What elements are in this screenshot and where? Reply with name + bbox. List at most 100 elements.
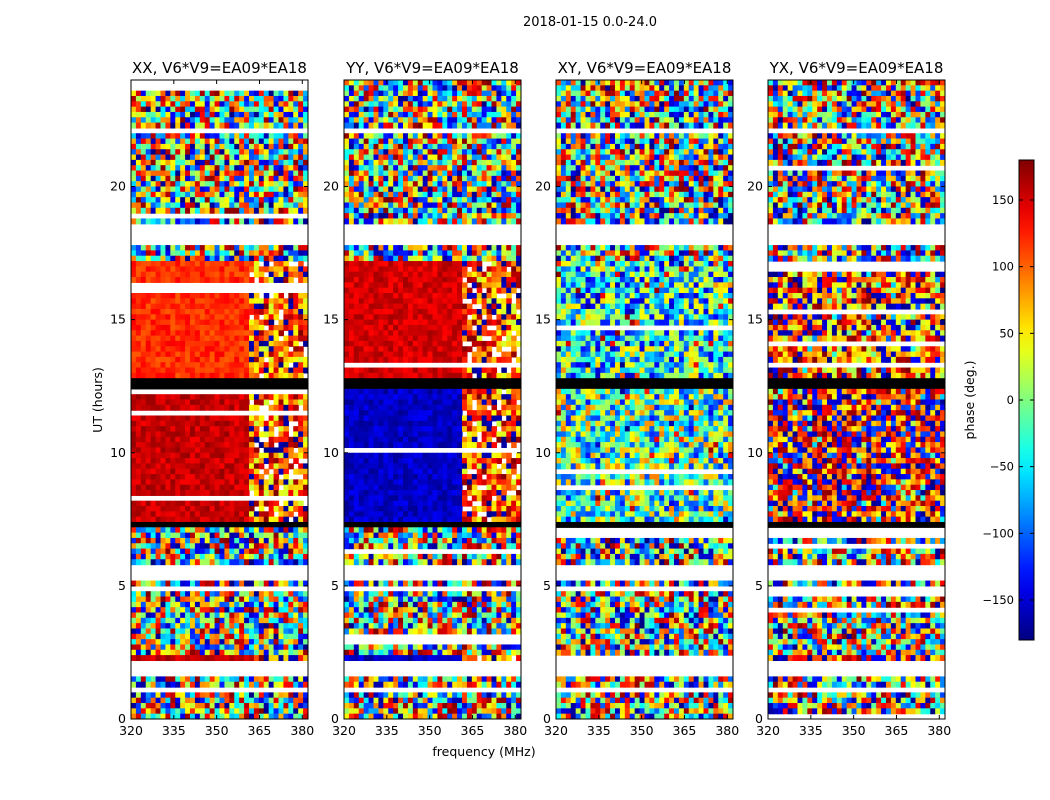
heatmap-cell (180, 537, 186, 544)
heatmap-cell (150, 532, 157, 539)
heatmap-cell (199, 191, 206, 198)
heatmap-cell (199, 117, 206, 124)
heatmap-cell (278, 154, 285, 161)
heatmap-cell (160, 149, 167, 156)
heatmap-cell (194, 633, 201, 640)
heatmap-cell (303, 143, 308, 150)
heatmap-cell (417, 122, 424, 129)
heatmap-cell (224, 676, 230, 683)
heatmap-cell (155, 165, 162, 172)
heatmap-cell (373, 293, 380, 299)
heatmap-cell (283, 106, 289, 113)
heatmap-cell (253, 149, 260, 156)
heatmap-cell (407, 181, 414, 188)
heatmap-cell (273, 500, 280, 507)
heatmap-cell (131, 420, 137, 427)
heatmap-cell (278, 181, 285, 188)
heatmap-cell (344, 213, 350, 220)
heatmap-cell (363, 202, 370, 209)
heatmap-cell (288, 506, 294, 512)
heatmap-cell (403, 277, 409, 283)
heatmap-cell (278, 676, 285, 683)
heatmap-cell (190, 351, 196, 358)
heatmap-cell (268, 186, 275, 193)
heatmap-cell (407, 282, 414, 289)
heatmap-cell (422, 181, 429, 188)
heatmap-cell (145, 261, 152, 267)
heatmap-cell (155, 639, 162, 646)
heatmap-cell (303, 250, 308, 257)
heatmap-cell (249, 404, 255, 411)
heatmap-cell (219, 601, 226, 608)
heatmap-cell (427, 154, 434, 161)
heatmap-cell (165, 442, 171, 449)
heatmap-cell (258, 697, 265, 704)
heatmap-cell (258, 617, 265, 624)
heatmap-cell (165, 165, 171, 172)
heatmap-cell (422, 293, 429, 299)
heatmap-cell (234, 308, 240, 315)
heatmap-cell (219, 543, 226, 550)
heatmap-cell (491, 261, 498, 267)
heatmap-cell (263, 372, 270, 379)
heatmap-cell (263, 319, 270, 326)
heatmap-cell (175, 655, 181, 662)
heatmap-cell (229, 367, 235, 374)
heatmap-cell (516, 213, 521, 220)
heatmap-cell (209, 500, 216, 507)
heatmap-cell (175, 516, 181, 523)
heatmap-cell (145, 697, 152, 704)
heatmap-cell (378, 85, 384, 92)
heatmap-cell (249, 697, 255, 704)
heatmap-cell (155, 266, 162, 273)
heatmap-cell (135, 655, 142, 662)
heatmap-cell (199, 601, 206, 608)
heatmap-cell (303, 506, 308, 512)
heatmap-cell (190, 394, 196, 401)
heatmap-cell (422, 308, 429, 315)
heatmap-cell (160, 697, 167, 704)
heatmap-cell (175, 175, 181, 182)
heatmap-cell (457, 197, 463, 204)
heatmap-cell (150, 122, 157, 129)
heatmap-cell (234, 676, 240, 683)
heatmap-cell (278, 159, 285, 166)
heatmap-cell (388, 175, 394, 182)
heatmap-cell (204, 207, 211, 214)
y-tick-label: 20 (110, 179, 126, 194)
heatmap-cell (145, 101, 152, 108)
heatmap-cell (258, 175, 265, 182)
heatmap-cell (293, 527, 299, 534)
heatmap-cell (466, 159, 473, 166)
heatmap-cell (185, 617, 191, 624)
heatmap-cell (268, 447, 275, 454)
heatmap-cell (407, 101, 414, 108)
heatmap-cell (268, 436, 275, 443)
heatmap-cell (383, 101, 389, 108)
heatmap-cell (491, 293, 498, 299)
heatmap-cell (398, 143, 404, 150)
heatmap-cell (190, 458, 196, 464)
heatmap-cell (155, 458, 162, 464)
heatmap-cell (283, 617, 289, 624)
heatmap-cell (180, 676, 186, 683)
heatmap-cell (427, 303, 434, 310)
heatmap-cell (180, 356, 186, 363)
heatmap-cell (253, 623, 260, 630)
heatmap-cell (383, 245, 389, 251)
heatmap-cell (253, 394, 260, 401)
heatmap-cell (466, 149, 473, 156)
heatmap-cell (244, 181, 250, 188)
heatmap-cell (145, 356, 152, 363)
heatmap-cell (244, 372, 250, 379)
heatmap-cell (283, 399, 289, 406)
heatmap-cell (283, 175, 289, 182)
heatmap-cell (204, 367, 211, 374)
heatmap-cell (145, 293, 152, 299)
heatmap-cell (180, 298, 186, 305)
heatmap-cell (466, 202, 473, 209)
heatmap-cell (214, 191, 221, 198)
heatmap-cell (412, 213, 419, 220)
heatmap-cell (244, 458, 250, 464)
heatmap-cell (422, 165, 429, 172)
